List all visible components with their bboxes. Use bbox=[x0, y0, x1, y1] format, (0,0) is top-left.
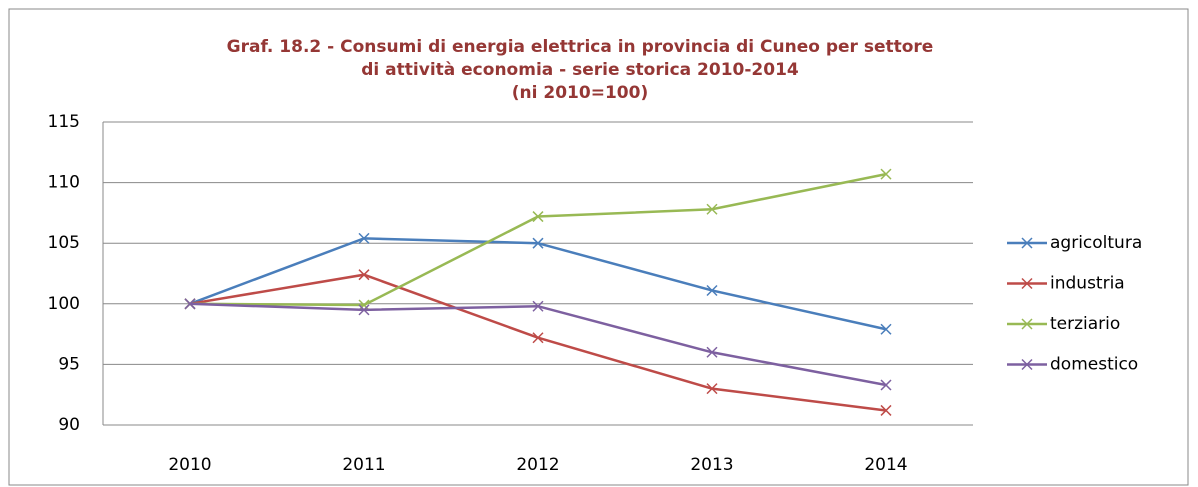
x-tick-label: 2010 bbox=[168, 455, 211, 475]
marker bbox=[880, 323, 892, 335]
marker-cross bbox=[1021, 237, 1033, 249]
y-tick-label: 115 bbox=[48, 112, 80, 132]
marker bbox=[1021, 237, 1033, 249]
marker-cross bbox=[184, 298, 196, 310]
marker-cross bbox=[1021, 358, 1033, 371]
marker-cross bbox=[358, 232, 370, 244]
marker-cross bbox=[358, 299, 370, 311]
marker-cross bbox=[532, 300, 544, 312]
marker bbox=[532, 300, 544, 312]
y-tick-label: 90 bbox=[58, 415, 80, 435]
marker-cross bbox=[358, 304, 370, 316]
marker-cross bbox=[880, 379, 892, 391]
x-tick-label: 2014 bbox=[864, 455, 907, 475]
marker bbox=[358, 232, 370, 244]
marker-cross bbox=[1021, 318, 1033, 330]
marker bbox=[358, 304, 370, 316]
marker-cross bbox=[880, 323, 892, 335]
chart-title: Graf. 18.2 - Consumi di energia elettric… bbox=[227, 37, 934, 57]
marker bbox=[706, 346, 718, 358]
marker bbox=[1021, 318, 1033, 330]
legend-label: industria bbox=[1050, 274, 1125, 294]
x-tick-label: 2012 bbox=[516, 455, 559, 475]
marker-cross bbox=[706, 203, 718, 215]
y-tick-label: 100 bbox=[48, 294, 80, 314]
chart-title: di attività economia - serie storica 201… bbox=[361, 60, 799, 80]
marker-cross bbox=[880, 168, 892, 180]
marker bbox=[880, 404, 892, 416]
chart-title: (ni 2010=100) bbox=[512, 83, 648, 103]
marker bbox=[880, 379, 892, 391]
marker-cross bbox=[706, 346, 718, 358]
legend-label: domestico bbox=[1050, 355, 1138, 375]
legend-label: terziario bbox=[1050, 314, 1120, 334]
marker bbox=[358, 269, 370, 281]
marker bbox=[532, 237, 544, 249]
marker-cross bbox=[358, 269, 370, 281]
marker bbox=[532, 332, 544, 344]
marker-cross bbox=[532, 332, 544, 344]
y-tick-label: 105 bbox=[48, 233, 80, 253]
chart-border bbox=[8, 8, 1189, 486]
y-tick-label: 95 bbox=[58, 354, 80, 374]
marker bbox=[880, 168, 892, 180]
marker-cross bbox=[1021, 277, 1033, 290]
marker bbox=[532, 211, 544, 223]
marker-cross bbox=[706, 383, 718, 395]
legend-label: agricoltura bbox=[1050, 233, 1142, 253]
marker bbox=[706, 383, 718, 395]
marker-cross bbox=[706, 284, 718, 296]
marker bbox=[1021, 277, 1033, 290]
marker-cross bbox=[880, 404, 892, 416]
marker bbox=[706, 203, 718, 215]
marker bbox=[706, 284, 718, 296]
marker bbox=[358, 299, 370, 311]
marker bbox=[184, 298, 196, 310]
y-tick-label: 110 bbox=[48, 173, 80, 193]
marker-cross bbox=[532, 237, 544, 249]
x-tick-label: 2013 bbox=[690, 455, 733, 475]
x-tick-label: 2011 bbox=[342, 455, 385, 475]
marker bbox=[1021, 358, 1033, 371]
marker-cross bbox=[532, 211, 544, 223]
